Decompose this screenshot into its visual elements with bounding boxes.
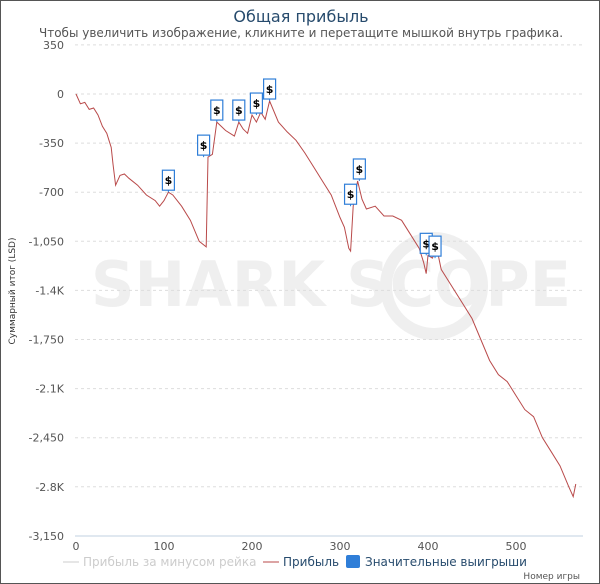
big-win-flag[interactable]: $ bbox=[249, 92, 263, 116]
big-win-flag[interactable]: $ bbox=[343, 183, 358, 207]
x-tick-label: 200 bbox=[242, 540, 263, 553]
x-tick-label: 0 bbox=[73, 540, 80, 553]
y-axis-label: Суммарный итог (LSD) bbox=[8, 238, 18, 345]
flag-box bbox=[210, 99, 224, 121]
chart-title: Общая прибыль bbox=[233, 7, 368, 26]
x-axis-label: Номер игры bbox=[523, 572, 580, 582]
y-tick-label: -3,150 bbox=[29, 530, 64, 543]
flag-box bbox=[343, 183, 358, 205]
flag-box bbox=[161, 169, 175, 191]
flag-label: $ bbox=[356, 163, 364, 176]
big-win-flag[interactable]: $ bbox=[428, 235, 442, 259]
x-tick-label: 100 bbox=[154, 540, 175, 553]
watermark: SHARK SCOPE bbox=[91, 248, 571, 321]
x-tick-label: 400 bbox=[418, 540, 439, 553]
legend-item-net[interactable]: Прибыль за минусом рейка bbox=[83, 555, 256, 569]
big-win-flag[interactable]: $ bbox=[210, 99, 224, 123]
flag-label: $ bbox=[165, 174, 173, 187]
y-tick-label: -1.4K bbox=[35, 284, 64, 297]
y-tick-label: -2.1K bbox=[35, 383, 64, 396]
flag-label: $ bbox=[266, 83, 274, 96]
flag-box bbox=[428, 235, 442, 257]
y-tick-label: -2.8K bbox=[35, 481, 64, 494]
legend: Прибыль за минусом рейка Прибыль Значите… bbox=[63, 555, 527, 569]
flag-label: $ bbox=[200, 139, 208, 152]
flag-box bbox=[197, 134, 211, 156]
flag-label: $ bbox=[422, 237, 430, 250]
flag-box bbox=[352, 158, 366, 180]
flag-label: $ bbox=[253, 97, 261, 110]
series-line-profit[interactable] bbox=[75, 93, 577, 499]
y-tick-label: -1,050 bbox=[29, 235, 64, 248]
y-tick-label: -350 bbox=[39, 137, 64, 150]
legend-item-wins[interactable]: Значительные выигрыши bbox=[365, 555, 527, 569]
flag-label: $ bbox=[235, 104, 243, 117]
chart-subtitle: Чтобы увеличить изображение, кликните и … bbox=[39, 26, 563, 40]
big-win-flag[interactable]: $ bbox=[197, 134, 211, 158]
y-tick-label: -1,750 bbox=[29, 334, 64, 347]
flag-label: $ bbox=[213, 104, 221, 117]
legend-swatch-wins bbox=[346, 555, 360, 568]
flag-box bbox=[263, 78, 277, 100]
big-win-flag[interactable]: $ bbox=[232, 99, 246, 123]
x-tick-label: 300 bbox=[330, 540, 351, 553]
flag-label: $ bbox=[347, 188, 355, 201]
y-tick-label: 350 bbox=[43, 39, 64, 52]
y-tick-label: -700 bbox=[39, 186, 64, 199]
flag-box bbox=[232, 99, 246, 121]
big-win-flag[interactable]: $ bbox=[263, 78, 277, 102]
x-tick-label: 500 bbox=[506, 540, 527, 553]
y-tick-label: 0 bbox=[57, 88, 64, 101]
big-win-flag[interactable]: $ bbox=[161, 169, 175, 193]
big-win-flag[interactable]: $ bbox=[352, 158, 366, 181]
flag-box bbox=[249, 92, 263, 114]
legend-item-profit[interactable]: Прибыль bbox=[283, 555, 339, 569]
y-tick-label: -2,450 bbox=[29, 432, 64, 445]
flag-label: $ bbox=[431, 240, 439, 253]
